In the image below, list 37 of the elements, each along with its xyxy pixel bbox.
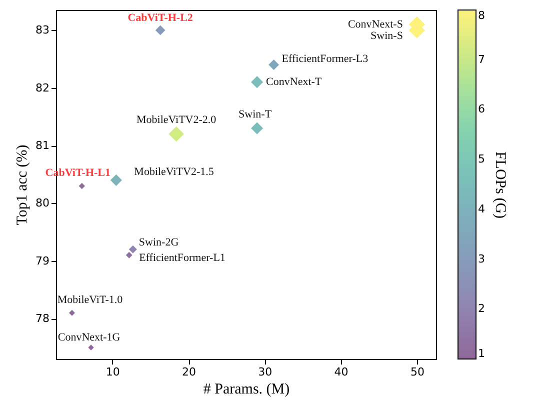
color-bar-label: 7: [478, 52, 485, 66]
color-bar-label: 4: [478, 202, 485, 216]
annotation: ConvNext-T: [266, 76, 322, 88]
annotation: EfficientFormer-L1: [139, 252, 226, 264]
annotation: ConvNext-S: [348, 18, 403, 30]
annotation: Swin-S: [370, 30, 403, 42]
color-bar-label: 1: [478, 347, 485, 360]
annotation: Swin-2G: [138, 236, 179, 248]
x-tick-label: 40: [334, 366, 348, 378]
y-tick-label: 80: [36, 196, 50, 210]
point: [110, 174, 122, 186]
x-axis-title: # Params. (M): [203, 382, 290, 398]
point: [268, 60, 280, 70]
y-tick-label: 79: [36, 254, 50, 268]
y-axis-title: Top1 acc (%): [14, 144, 31, 226]
x-tick-label: 10: [106, 366, 120, 378]
color-bar-label: 5: [478, 152, 485, 166]
color-bar-title: FLOPs (G): [492, 151, 508, 219]
y-tick-label: 81: [36, 139, 50, 152]
point: [155, 25, 166, 36]
y-tick-label: 78: [36, 312, 50, 326]
annotation: MobileViTV2-2.0: [136, 114, 217, 126]
annotation: MobileViT-1.0: [57, 294, 124, 306]
annotation: Swin-T: [238, 108, 272, 120]
y-tick-label: 83: [36, 24, 50, 37]
annotation: MobileViTV2-1.5: [134, 166, 214, 178]
color-bar-label: 8: [478, 9, 485, 22]
annotation: CabViT-H-L2: [128, 12, 194, 24]
y-tick-label: 82: [36, 81, 50, 94]
color-bar-label: 3: [478, 252, 485, 266]
color-bar-label: 2: [478, 302, 485, 316]
annotation: ConvNext-1G: [58, 331, 120, 344]
x-tick-label: 50: [410, 366, 424, 378]
x-tick-label: 20: [182, 366, 196, 378]
color-bar-label: 6: [478, 102, 485, 116]
annotation: EfficientFormer-L3: [282, 52, 369, 65]
x-tick-label: 30: [258, 366, 272, 378]
